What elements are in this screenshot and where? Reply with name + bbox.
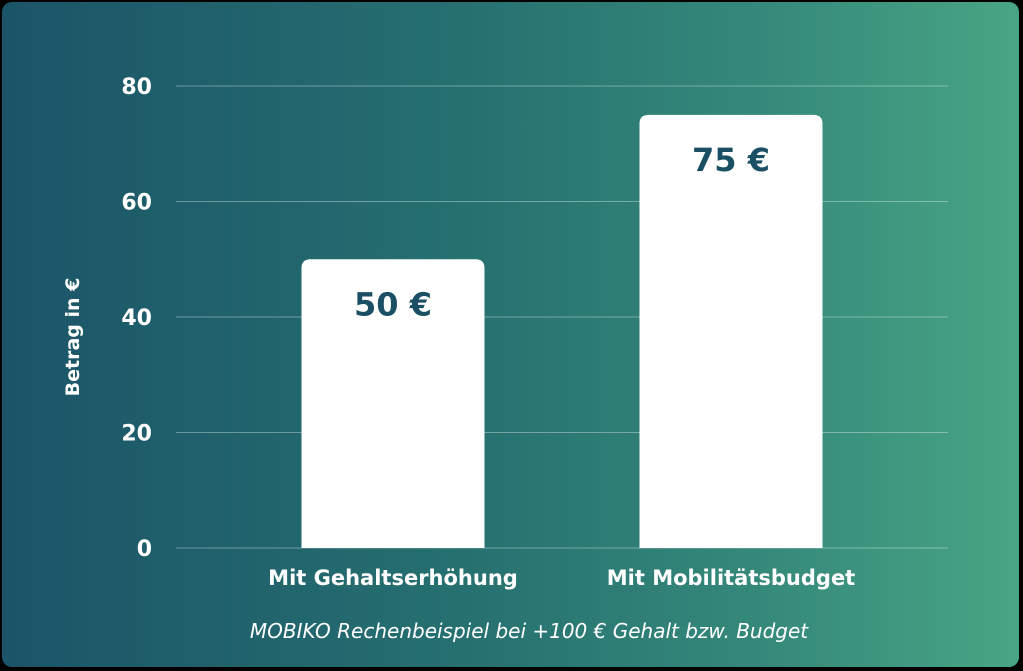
y-tick-label: 80 (121, 75, 152, 100)
bar-data-labels: 50 € 75 € (354, 141, 770, 323)
bars (301, 114, 823, 548)
y-tick-label: 60 (121, 191, 152, 216)
y-tick-label: 40 (121, 306, 152, 331)
x-axis-category-labels: Mit Gehaltserhöhung Mit Mobilitätsbudget (268, 566, 855, 590)
bar (639, 114, 823, 548)
bar-value-label: 75 € (692, 141, 770, 179)
gridlines (176, 85, 948, 549)
y-axis-title: Betrag in € (62, 278, 84, 397)
y-tick-label: 0 (137, 537, 152, 562)
x-category-label: Mit Gehaltserhöhung (268, 566, 518, 590)
x-category-label: Mit Mobilitätsbudget (607, 566, 855, 590)
y-axis-ticks: 0 20 40 60 80 (121, 75, 152, 562)
bar (301, 259, 485, 548)
chart-caption: MOBIKO Rechenbeispiel bei +100 € Gehalt … (250, 619, 809, 643)
bar-value-label: 50 € (354, 285, 432, 323)
y-tick-label: 20 (121, 422, 152, 447)
